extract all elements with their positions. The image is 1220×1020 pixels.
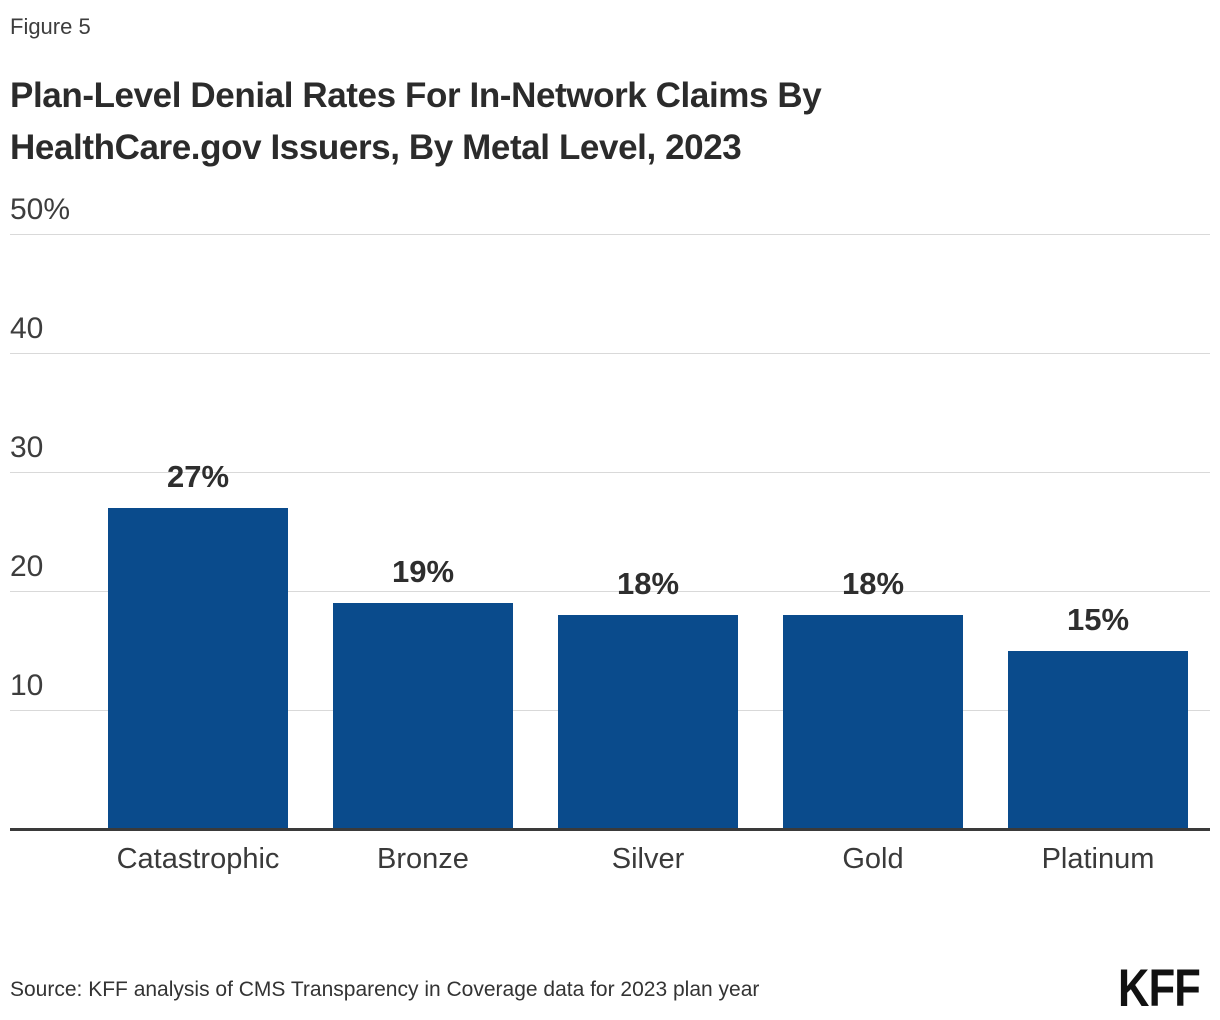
- data-label-gold: 18%: [841, 566, 905, 601]
- data-label-silver: 18%: [616, 566, 680, 601]
- y-axis-tick-label: 50%: [10, 193, 71, 226]
- gridline-40: [10, 353, 1210, 354]
- bar-silver: [558, 615, 738, 829]
- x-axis-line: [10, 828, 1210, 831]
- source-note: Source: KFF analysis of CMS Transparency…: [10, 978, 760, 1001]
- data-label-platinum: 15%: [1066, 602, 1130, 637]
- bar-platinum: [1008, 651, 1188, 829]
- bar-gold: [783, 615, 963, 829]
- gridline-20: [10, 591, 1210, 592]
- x-axis-category-label-gold: Gold: [842, 843, 904, 875]
- y-axis-tick-label: 10: [10, 669, 44, 702]
- data-label-catastrophic: 27%: [166, 459, 230, 494]
- gridline-50: [10, 234, 1210, 235]
- figure-number-label: Figure 5: [10, 14, 91, 39]
- gridline-30: [10, 472, 1210, 473]
- x-axis-category-label-catastrophic: Catastrophic: [116, 843, 280, 875]
- y-axis-tick-label: 40: [10, 312, 44, 345]
- bar-catastrophic: [108, 508, 288, 829]
- kff-logo: KFF: [1118, 959, 1201, 1018]
- y-axis-tick-label: 30: [10, 431, 44, 464]
- bar-bronze: [333, 603, 513, 829]
- x-axis-category-label-bronze: Bronze: [377, 843, 469, 875]
- x-axis-category-label-silver: Silver: [611, 843, 685, 875]
- y-axis-tick-label: 20: [10, 550, 44, 583]
- data-label-bronze: 19%: [391, 554, 455, 589]
- x-axis-category-label-platinum: Platinum: [1041, 843, 1155, 875]
- chart-title: Plan-Level Denial Rates For In-Network C…: [10, 76, 822, 167]
